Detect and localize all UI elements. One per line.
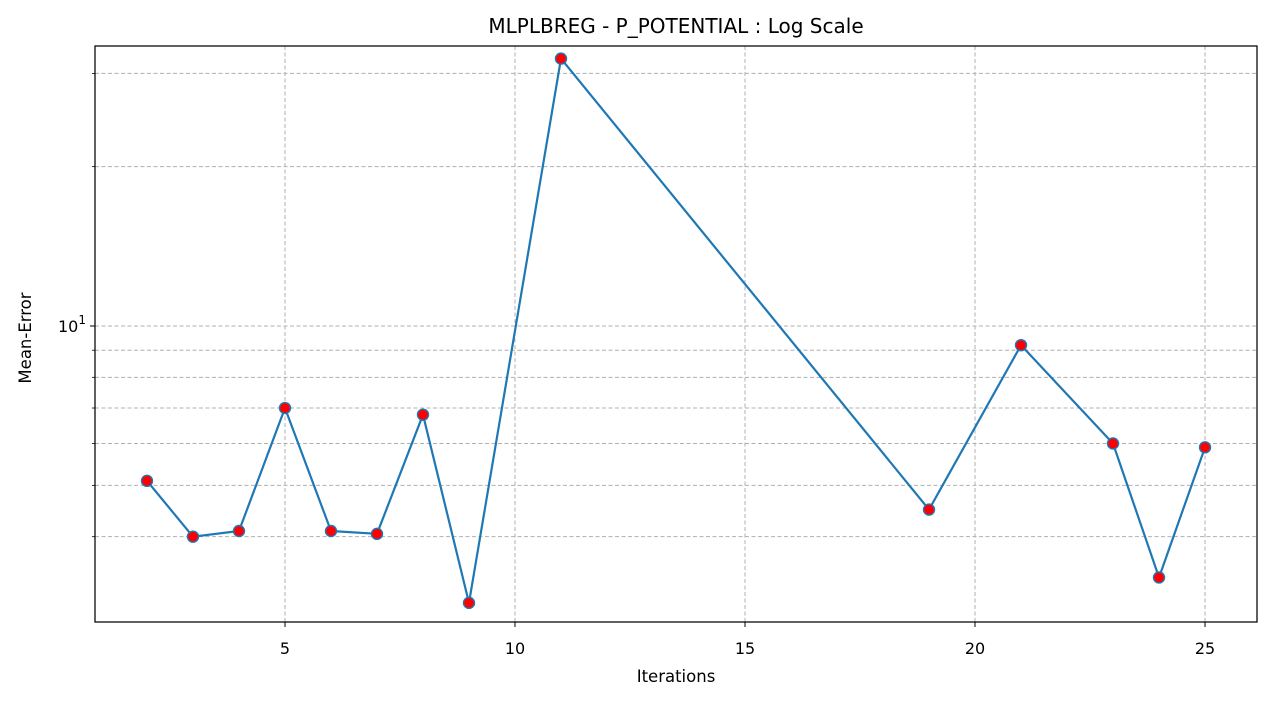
x-tick-label: 20 [965, 639, 985, 658]
ticks: 5 10 15 20 25 101 [58, 73, 1215, 658]
x-tick-label: 15 [735, 639, 755, 658]
y-tick-label: 101 [58, 313, 86, 336]
x-tick-label: 10 [505, 639, 525, 658]
series-line [146, 57, 1207, 604]
data-point [140, 474, 154, 488]
grid [95, 46, 1257, 622]
data-point [278, 401, 292, 415]
data-point [554, 52, 568, 65]
x-tick-label: 5 [280, 639, 290, 658]
data-point [416, 408, 430, 421]
y-axis-label: Mean-Error [16, 292, 35, 383]
data-point [186, 530, 200, 543]
x-tick-label: 25 [1195, 639, 1215, 658]
data-point [1106, 437, 1120, 450]
x-axis-label: Iterations [637, 667, 716, 686]
chart-title: MLPLBREG - P_POTENTIAL : Log Scale [488, 14, 863, 38]
data-point [232, 524, 246, 538]
series-group [140, 52, 1212, 610]
data-point [1014, 338, 1028, 352]
data-point [922, 503, 936, 516]
plot-area [95, 46, 1257, 622]
plot-frame [94, 45, 1258, 623]
data-point [324, 524, 338, 538]
data-point [1198, 441, 1212, 454]
data-point [462, 596, 476, 610]
data-point [370, 527, 384, 541]
data-point [1152, 571, 1166, 584]
